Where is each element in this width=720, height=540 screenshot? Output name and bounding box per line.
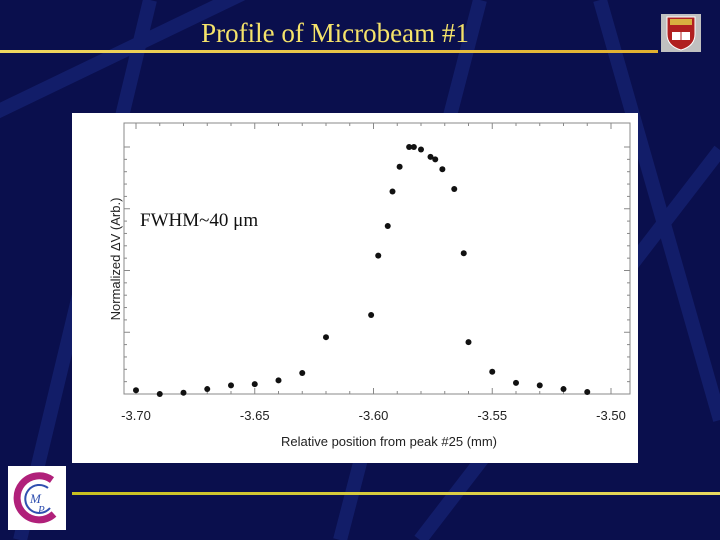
data-point <box>513 379 519 386</box>
data-point <box>560 386 567 393</box>
x-axis-tick-labels: -3.70 -3.65 -3.60 -3.55 -3.50 <box>121 408 626 423</box>
university-crest-icon <box>661 14 701 52</box>
scatter-chart: -3.70 -3.65 -3.60 -3.55 -3.50 Relative posit… <box>108 122 631 449</box>
data-point <box>299 370 306 377</box>
slide-title: Profile of Microbeam #1 <box>201 18 469 48</box>
logo-letter-m: M <box>29 491 42 506</box>
data-point <box>427 153 434 160</box>
y-axis-label: Normalized ΔV (Arb.) <box>108 198 123 321</box>
data-point <box>384 223 391 230</box>
x-tick-label: -3.55 <box>477 408 507 423</box>
data-point <box>204 386 211 393</box>
chart-panel: -3.70 -3.65 -3.60 -3.55 -3.50 Relative posit… <box>72 113 638 463</box>
y-axis-ticks <box>124 146 630 395</box>
x-tick-label: -3.65 <box>240 408 270 423</box>
data-point <box>465 339 472 346</box>
data-point <box>536 382 543 389</box>
plot-frame <box>123 122 631 395</box>
data-point <box>228 382 234 389</box>
x-tick-label: -3.70 <box>121 408 151 423</box>
data-point <box>439 166 446 173</box>
logo-letter-p: P <box>37 504 45 516</box>
data-point <box>389 188 396 195</box>
data-point <box>432 156 439 163</box>
data-point <box>133 387 139 394</box>
data-point <box>396 163 403 170</box>
data-point <box>460 250 467 257</box>
data-point <box>584 389 591 396</box>
cmp-logo: M P <box>8 466 66 530</box>
data-point <box>251 381 258 388</box>
x-tick-label: -3.50 <box>596 408 626 423</box>
x-axis-ticks <box>135 123 612 394</box>
x-tick-label: -3.60 <box>359 408 389 423</box>
data-point <box>180 389 187 396</box>
data-point <box>451 185 458 192</box>
data-point <box>275 377 282 384</box>
data-point <box>418 146 424 153</box>
data-point <box>410 144 417 150</box>
title-underline <box>0 50 658 53</box>
data-point <box>156 391 163 397</box>
footer-rule <box>72 492 720 495</box>
data-points <box>133 144 591 397</box>
cmp-logo-icon: M P <box>13 472 57 524</box>
data-point <box>368 311 375 318</box>
data-point <box>406 144 413 150</box>
fwhm-annotation: FWHM~40 μm <box>140 210 258 231</box>
data-point <box>323 334 329 341</box>
x-axis-label: Relative position from peak #25 (mm) <box>281 434 497 449</box>
data-point <box>375 252 382 259</box>
data-point <box>489 368 496 375</box>
